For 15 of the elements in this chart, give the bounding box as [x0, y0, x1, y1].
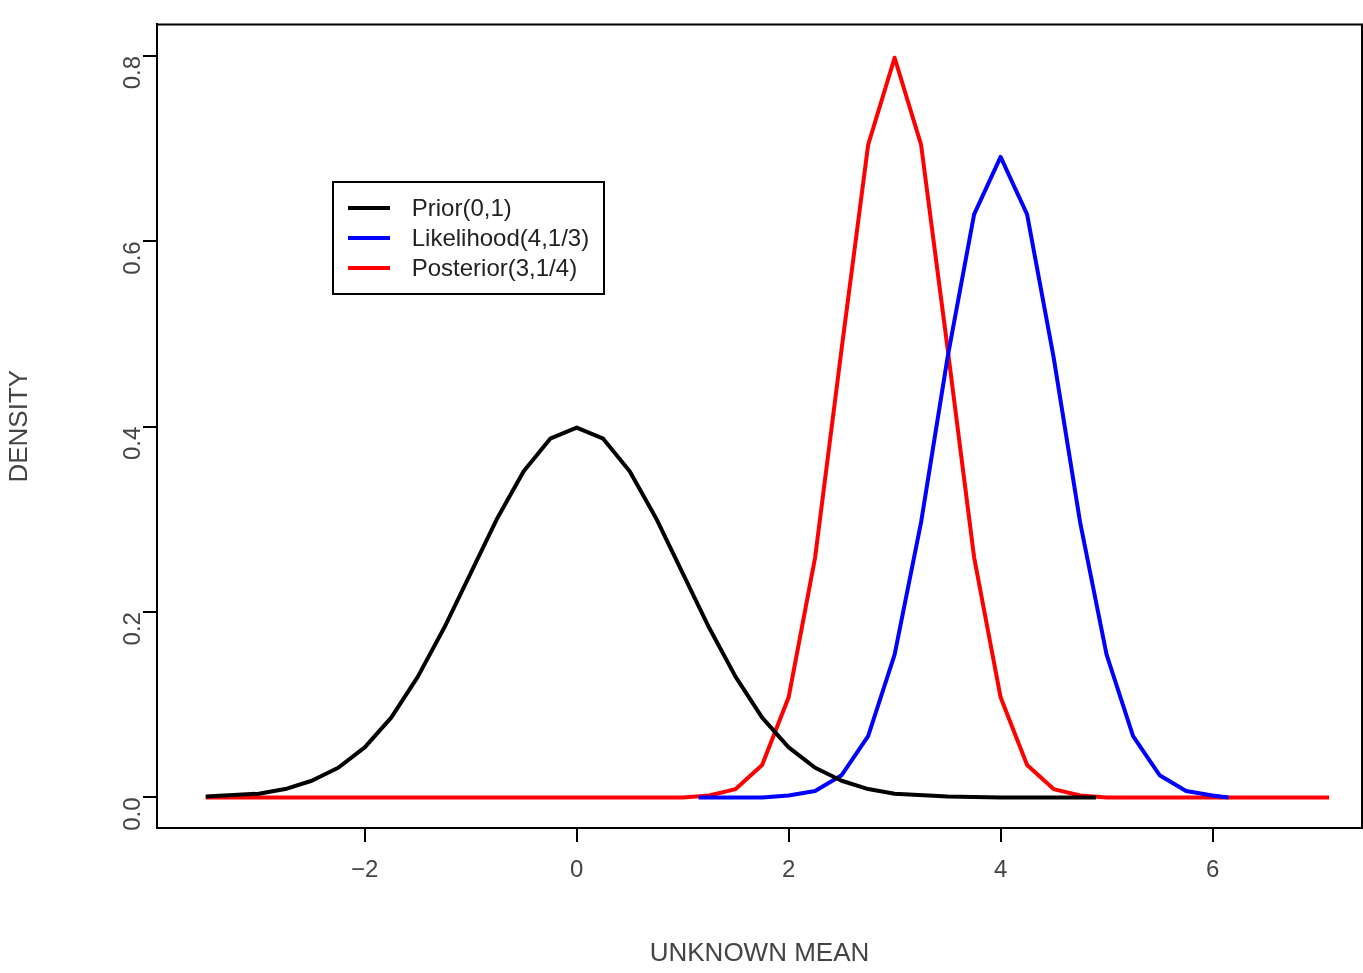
- legend-label: Prior(0,1): [411, 193, 512, 224]
- legend-label: Likelihood(4,1/3): [411, 223, 590, 254]
- x-tick-label: 4: [993, 855, 1008, 883]
- legend-label: Posterior(3,1/4): [411, 253, 578, 284]
- y-tick-label: 0.8: [117, 55, 145, 90]
- y-tick-label: 0.6: [117, 241, 145, 275]
- x-tick-label: −2: [351, 855, 379, 883]
- x-axis-title: UNKNOWN MEAN: [649, 936, 870, 967]
- x-tick-label: 2: [781, 855, 796, 883]
- y-axis-title: DENSITY: [2, 369, 33, 483]
- x-tick-label: 6: [1205, 855, 1220, 883]
- x-tick-label: 0: [570, 855, 584, 883]
- y-tick-label: 0.0: [117, 797, 145, 831]
- y-tick-label: 0.4: [117, 426, 145, 461]
- y-tick-label: 0.2: [117, 612, 145, 646]
